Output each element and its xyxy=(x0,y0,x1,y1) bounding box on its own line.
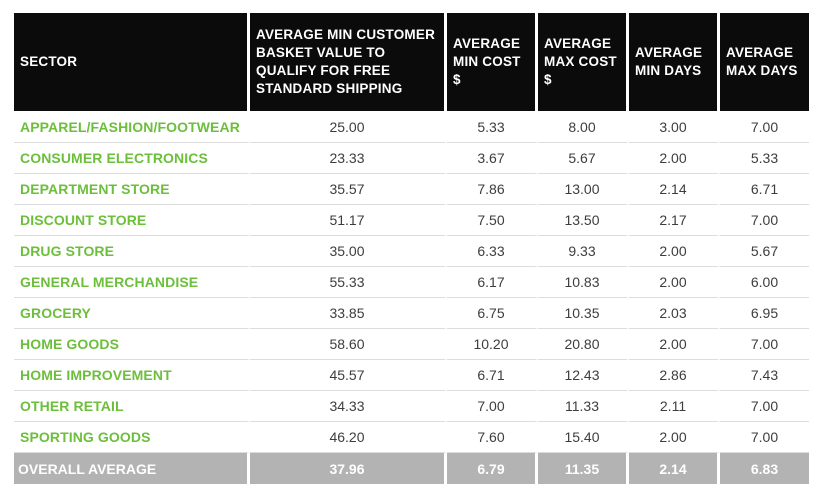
max-cost-cell: 5.67 xyxy=(538,143,629,174)
max-cost-cell: 9.33 xyxy=(538,236,629,267)
sector-cell: GROCERY xyxy=(14,298,250,329)
max-days-cell: 6.71 xyxy=(720,174,809,205)
header-max-days: AVERAGE MAX DAYS xyxy=(720,13,809,111)
min-basket-value-cell: 34.33 xyxy=(250,391,447,422)
max-days-cell: 5.33 xyxy=(720,143,809,174)
header-min-cost: AVERAGE MIN COST $ xyxy=(447,13,538,111)
min-days-cell: 2.00 xyxy=(629,267,720,298)
footer-min-days: 2.14 xyxy=(629,453,720,484)
min-basket-value-cell: 51.17 xyxy=(250,205,447,236)
max-cost-cell: 8.00 xyxy=(538,111,629,143)
footer-min-cost: 6.79 xyxy=(447,453,538,484)
max-cost-cell: 11.33 xyxy=(538,391,629,422)
max-cost-cell: 15.40 xyxy=(538,422,629,453)
min-cost-cell: 6.33 xyxy=(447,236,538,267)
min-cost-cell: 7.86 xyxy=(447,174,538,205)
shipping-table-container: SECTOR AVERAGE MIN CUSTOMER BASKET VALUE… xyxy=(14,13,809,484)
table-header: SECTOR AVERAGE MIN CUSTOMER BASKET VALUE… xyxy=(14,13,809,111)
table-row: DEPARTMENT STORE 35.57 7.86 13.00 2.14 6.71 xyxy=(14,174,809,205)
footer-max-days: 6.83 xyxy=(720,453,809,484)
sector-cell: HOME GOODS xyxy=(14,329,250,360)
min-basket-value-cell: 35.00 xyxy=(250,236,447,267)
min-days-cell: 2.00 xyxy=(629,236,720,267)
min-basket-value-cell: 55.33 xyxy=(250,267,447,298)
min-basket-value-cell: 58.60 xyxy=(250,329,447,360)
table-row: GROCERY 33.85 6.75 10.35 2.03 6.95 xyxy=(14,298,809,329)
min-cost-cell: 6.17 xyxy=(447,267,538,298)
sector-cell: HOME IMPROVEMENT xyxy=(14,360,250,391)
min-days-cell: 3.00 xyxy=(629,111,720,143)
min-cost-cell: 7.00 xyxy=(447,391,538,422)
min-cost-cell: 7.50 xyxy=(447,205,538,236)
min-days-cell: 2.00 xyxy=(629,329,720,360)
min-days-cell: 2.17 xyxy=(629,205,720,236)
table-row: DISCOUNT STORE 51.17 7.50 13.50 2.17 7.00 xyxy=(14,205,809,236)
max-days-cell: 7.00 xyxy=(720,422,809,453)
max-cost-cell: 13.50 xyxy=(538,205,629,236)
min-basket-value-cell: 46.20 xyxy=(250,422,447,453)
max-cost-cell: 13.00 xyxy=(538,174,629,205)
sector-cell: CONSUMER ELECTRONICS xyxy=(14,143,250,174)
min-days-cell: 2.03 xyxy=(629,298,720,329)
table-body: APPAREL/FASHION/FOOTWEAR 25.00 5.33 8.00 3.0… xyxy=(14,111,809,453)
max-days-cell: 7.00 xyxy=(720,329,809,360)
min-basket-value-cell: 25.00 xyxy=(250,111,447,143)
min-basket-value-cell: 45.57 xyxy=(250,360,447,391)
table-row: DRUG STORE 35.00 6.33 9.33 2.00 5.67 xyxy=(14,236,809,267)
min-days-cell: 2.14 xyxy=(629,174,720,205)
min-days-cell: 2.00 xyxy=(629,422,720,453)
min-cost-cell: 5.33 xyxy=(447,111,538,143)
min-basket-value-cell: 33.85 xyxy=(250,298,447,329)
max-cost-cell: 12.43 xyxy=(538,360,629,391)
min-cost-cell: 10.20 xyxy=(447,329,538,360)
header-row: SECTOR AVERAGE MIN CUSTOMER BASKET VALUE… xyxy=(14,13,809,111)
header-sector: SECTOR xyxy=(14,13,250,111)
sector-cell: DEPARTMENT STORE xyxy=(14,174,250,205)
table-row: SPORTING GOODS 46.20 7.60 15.40 2.00 7.00 xyxy=(14,422,809,453)
table-row: HOME IMPROVEMENT 45.57 6.71 12.43 2.86 7.43 xyxy=(14,360,809,391)
footer-max-cost: 11.35 xyxy=(538,453,629,484)
max-cost-cell: 10.83 xyxy=(538,267,629,298)
min-cost-cell: 6.75 xyxy=(447,298,538,329)
table-row: HOME GOODS 58.60 10.20 20.80 2.00 7.00 xyxy=(14,329,809,360)
min-cost-cell: 3.67 xyxy=(447,143,538,174)
sector-cell: DRUG STORE xyxy=(14,236,250,267)
min-days-cell: 2.00 xyxy=(629,143,720,174)
max-days-cell: 6.00 xyxy=(720,267,809,298)
footer-label: OVERALL AVERAGE xyxy=(14,453,250,484)
sector-cell: APPAREL/FASHION/FOOTWEAR xyxy=(14,111,250,143)
header-min-days: AVERAGE MIN DAYS xyxy=(629,13,720,111)
max-cost-cell: 10.35 xyxy=(538,298,629,329)
min-cost-cell: 6.71 xyxy=(447,360,538,391)
table-row: APPAREL/FASHION/FOOTWEAR 25.00 5.33 8.00 3.0… xyxy=(14,111,809,143)
max-days-cell: 6.95 xyxy=(720,298,809,329)
shipping-table: SECTOR AVERAGE MIN CUSTOMER BASKET VALUE… xyxy=(14,13,809,484)
max-days-cell: 7.00 xyxy=(720,391,809,422)
min-days-cell: 2.86 xyxy=(629,360,720,391)
min-basket-value-cell: 23.33 xyxy=(250,143,447,174)
header-min-basket-value: AVERAGE MIN CUSTOMER BASKET VALUE TO QUA… xyxy=(250,13,447,111)
sector-cell: OTHER RETAIL xyxy=(14,391,250,422)
max-days-cell: 7.00 xyxy=(720,111,809,143)
table-row: CONSUMER ELECTRONICS 23.33 3.67 5.67 2.00 5.3… xyxy=(14,143,809,174)
max-days-cell: 7.43 xyxy=(720,360,809,391)
max-days-cell: 5.67 xyxy=(720,236,809,267)
overall-average-row: OVERALL AVERAGE 37.96 6.79 11.35 2.14 6.… xyxy=(14,453,809,484)
footer-min-basket-value: 37.96 xyxy=(250,453,447,484)
header-max-cost: AVERAGE MAX COST $ xyxy=(538,13,629,111)
sector-cell: DISCOUNT STORE xyxy=(14,205,250,236)
table-row: GENERAL MERCHANDISE 55.33 6.17 10.83 2.00 6.0… xyxy=(14,267,809,298)
sector-cell: SPORTING GOODS xyxy=(14,422,250,453)
table-footer: OVERALL AVERAGE 37.96 6.79 11.35 2.14 6.… xyxy=(14,453,809,484)
max-days-cell: 7.00 xyxy=(720,205,809,236)
table-row: OTHER RETAIL 34.33 7.00 11.33 2.11 7.00 xyxy=(14,391,809,422)
min-days-cell: 2.11 xyxy=(629,391,720,422)
sector-cell: GENERAL MERCHANDISE xyxy=(14,267,250,298)
min-basket-value-cell: 35.57 xyxy=(250,174,447,205)
min-cost-cell: 7.60 xyxy=(447,422,538,453)
max-cost-cell: 20.80 xyxy=(538,329,629,360)
